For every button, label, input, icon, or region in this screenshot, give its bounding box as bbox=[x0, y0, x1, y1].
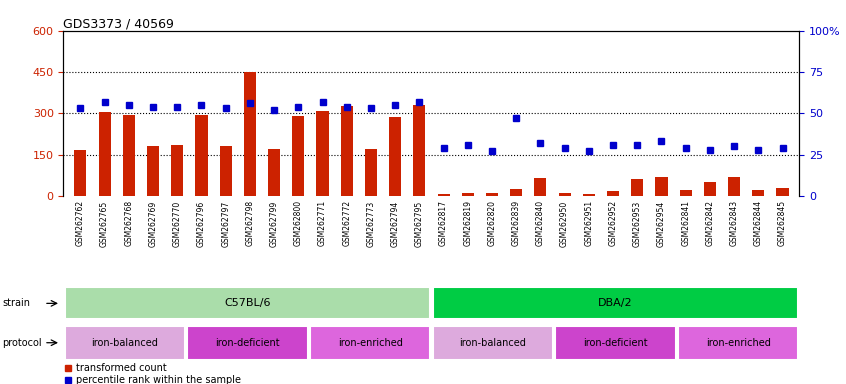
Bar bbox=[728, 177, 740, 196]
Text: GSM262795: GSM262795 bbox=[415, 200, 424, 247]
Text: GSM262842: GSM262842 bbox=[706, 200, 714, 246]
Bar bbox=[64, 326, 185, 359]
Bar bbox=[558, 192, 571, 196]
Bar bbox=[171, 145, 184, 196]
Text: GSM262771: GSM262771 bbox=[318, 200, 327, 247]
Text: GDS3373 / 40569: GDS3373 / 40569 bbox=[63, 17, 174, 30]
Bar bbox=[244, 72, 256, 196]
Bar bbox=[365, 149, 377, 196]
Text: GSM262762: GSM262762 bbox=[76, 200, 85, 247]
Text: GSM262799: GSM262799 bbox=[270, 200, 278, 247]
Text: GSM262798: GSM262798 bbox=[245, 200, 255, 247]
Bar bbox=[555, 326, 676, 359]
Bar bbox=[147, 146, 159, 196]
Text: GSM262840: GSM262840 bbox=[536, 200, 545, 247]
Bar bbox=[510, 189, 522, 196]
Text: transformed count: transformed count bbox=[76, 363, 167, 373]
Bar bbox=[679, 190, 692, 196]
Bar bbox=[187, 326, 308, 359]
Bar bbox=[64, 288, 431, 319]
Text: iron-balanced: iron-balanced bbox=[91, 338, 158, 348]
Text: GSM262845: GSM262845 bbox=[778, 200, 787, 247]
Text: iron-enriched: iron-enriched bbox=[706, 338, 771, 348]
Text: GSM262770: GSM262770 bbox=[173, 200, 182, 247]
Bar bbox=[777, 188, 788, 196]
Text: GSM262953: GSM262953 bbox=[633, 200, 642, 247]
Text: GSM262839: GSM262839 bbox=[512, 200, 520, 247]
Text: GSM262951: GSM262951 bbox=[585, 200, 593, 247]
Text: iron-balanced: iron-balanced bbox=[459, 338, 526, 348]
Bar bbox=[414, 105, 426, 196]
Text: GSM262844: GSM262844 bbox=[754, 200, 763, 247]
Bar bbox=[656, 177, 667, 196]
Bar bbox=[341, 106, 353, 196]
Bar bbox=[74, 151, 86, 196]
Bar bbox=[316, 111, 328, 196]
Bar bbox=[437, 194, 449, 196]
Bar bbox=[583, 194, 595, 196]
Text: GSM262769: GSM262769 bbox=[149, 200, 157, 247]
Bar bbox=[704, 182, 716, 196]
Text: C57BL/6: C57BL/6 bbox=[224, 298, 271, 308]
Text: GSM262841: GSM262841 bbox=[681, 200, 690, 246]
Bar bbox=[432, 288, 799, 319]
Text: GSM262950: GSM262950 bbox=[560, 200, 569, 247]
Bar bbox=[389, 118, 401, 196]
Text: GSM262765: GSM262765 bbox=[100, 200, 109, 247]
Text: GSM262820: GSM262820 bbox=[487, 200, 497, 246]
Bar bbox=[432, 326, 553, 359]
Text: iron-enriched: iron-enriched bbox=[338, 338, 403, 348]
Text: GSM262773: GSM262773 bbox=[366, 200, 376, 247]
Bar bbox=[98, 112, 111, 196]
Bar bbox=[607, 191, 619, 196]
Bar bbox=[462, 193, 474, 196]
Bar bbox=[195, 115, 207, 196]
Bar bbox=[631, 179, 643, 196]
Text: protocol: protocol bbox=[3, 338, 42, 348]
Text: iron-deficient: iron-deficient bbox=[215, 338, 280, 348]
Bar bbox=[220, 146, 232, 196]
Text: GSM262796: GSM262796 bbox=[197, 200, 206, 247]
Text: GSM262772: GSM262772 bbox=[343, 200, 351, 247]
Text: GSM262794: GSM262794 bbox=[391, 200, 399, 247]
Bar bbox=[268, 149, 280, 196]
Bar bbox=[310, 326, 431, 359]
Bar bbox=[486, 192, 498, 196]
Text: strain: strain bbox=[3, 298, 30, 308]
Text: iron-deficient: iron-deficient bbox=[583, 338, 648, 348]
Text: GSM262954: GSM262954 bbox=[657, 200, 666, 247]
Text: GSM262952: GSM262952 bbox=[608, 200, 618, 247]
Text: GSM262817: GSM262817 bbox=[439, 200, 448, 246]
Text: DBA/2: DBA/2 bbox=[598, 298, 633, 308]
Bar bbox=[678, 326, 799, 359]
Bar bbox=[752, 190, 765, 196]
Bar bbox=[123, 115, 135, 196]
Text: GSM262800: GSM262800 bbox=[294, 200, 303, 247]
Text: GSM262797: GSM262797 bbox=[221, 200, 230, 247]
Bar bbox=[292, 116, 305, 196]
Text: GSM262819: GSM262819 bbox=[464, 200, 472, 246]
Text: percentile rank within the sample: percentile rank within the sample bbox=[76, 375, 241, 384]
Text: GSM262768: GSM262768 bbox=[124, 200, 134, 247]
Text: GSM262843: GSM262843 bbox=[729, 200, 739, 247]
Bar bbox=[535, 178, 547, 196]
